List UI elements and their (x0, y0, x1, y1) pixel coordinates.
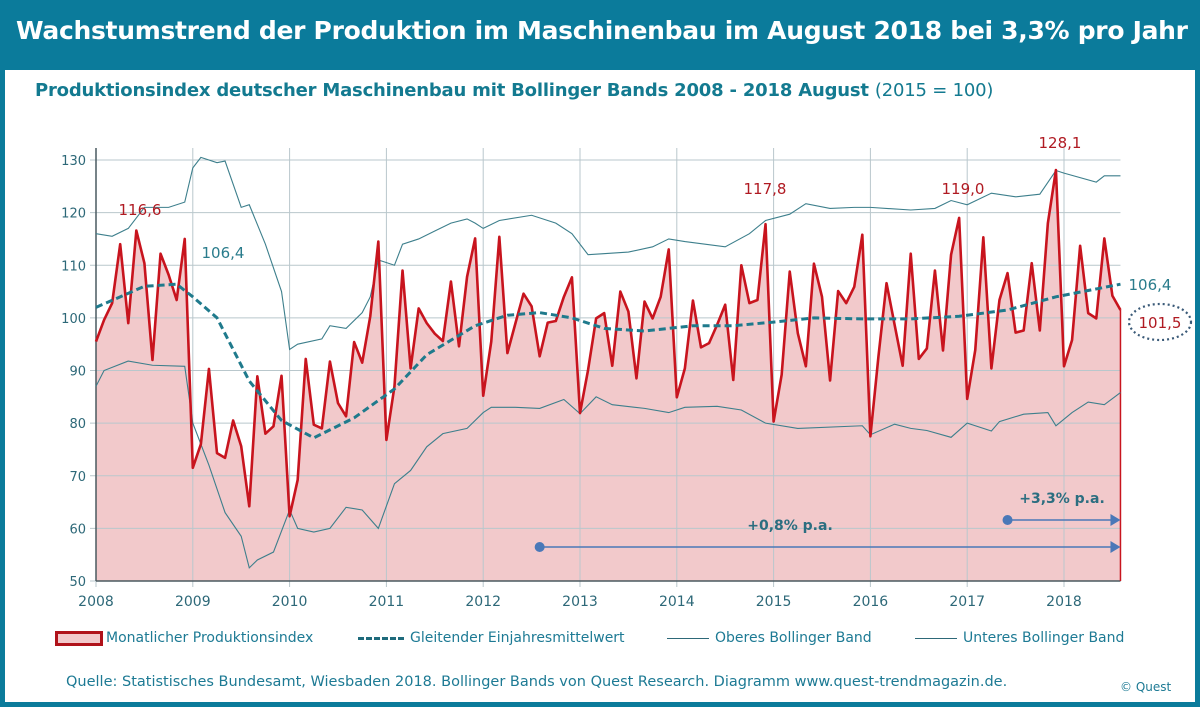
x-tick-label: 2017 (949, 594, 985, 610)
data-label: 116,6 (119, 201, 162, 219)
trend-label: +0,8% p.a. (747, 518, 833, 534)
y-tick-label: 70 (69, 470, 86, 485)
legend-item-moving-average: Gleitender Einjahresmittelwert (358, 630, 625, 646)
x-tick-label: 2008 (78, 594, 114, 610)
data-label: 106,4 (202, 244, 245, 262)
trend-label: +3,3% p.a. (1019, 491, 1105, 507)
y-tick-label: 50 (69, 575, 86, 590)
x-tick-label: 2014 (659, 594, 695, 610)
trend-arrowhead-icon (1110, 514, 1121, 526)
y-tick-label: 120 (61, 207, 86, 222)
data-label: 117,8 (744, 180, 787, 198)
highlight-circle (1127, 302, 1193, 342)
trend-arrowhead-icon (1110, 541, 1121, 553)
y-tick-label: 110 (61, 259, 86, 274)
y-tick-label: 90 (69, 365, 86, 380)
copyright: © Quest (1120, 680, 1172, 694)
legend-label-upper-band: Oberes Bollinger Band (715, 630, 872, 646)
x-tick-label: 2016 (853, 594, 889, 610)
y-tick-label: 80 (69, 417, 86, 432)
legend-item-upper-band: Oberes Bollinger Band (667, 630, 872, 646)
y-tick-label: 60 (69, 522, 86, 537)
x-tick-label: 2011 (369, 594, 405, 610)
x-tick-label: 2018 (1046, 594, 1082, 610)
trend-start-dot (534, 542, 545, 552)
legend-label-moving-average: Gleitender Einjahresmittelwert (410, 630, 625, 646)
legend-label-index: Monatlicher Produktionsindex (106, 630, 314, 646)
source-note: Quelle: Statistisches Bundesamt, Wiesbad… (66, 674, 1008, 690)
page-title: Wachstumstrend der Produktion im Maschin… (16, 16, 1188, 45)
legend-item-index: Monatlicher Produktionsindex (55, 630, 313, 646)
y-tick-label: 100 (61, 312, 86, 327)
moving-average-line (95, 282, 1121, 440)
x-tick-label: 2015 (756, 594, 792, 610)
x-tick-label: 2009 (175, 594, 211, 610)
lower-bollinger-band (95, 360, 1121, 569)
y-tick-label: 130 (61, 154, 86, 169)
legend-item-lower-band: Unteres Bollinger Band (915, 630, 1124, 646)
chart-subtitle: Produktionsindex deutscher Maschinenbau … (35, 80, 993, 101)
data-label: 101,5 (1139, 314, 1182, 332)
index-area-fill (96, 169, 1121, 581)
index-line (94, 168, 1122, 518)
subtitle-base: (2015 = 100) (874, 80, 994, 101)
legend-swatch-lower-band (915, 637, 957, 639)
subtitle-text: Produktionsindex deutscher Maschinenbau … (35, 80, 869, 101)
x-tick-label: 2012 (465, 594, 501, 610)
x-tick-label: 2013 (562, 594, 598, 610)
legend-label-lower-band: Unteres Bollinger Band (963, 630, 1125, 646)
legend-swatch-moving-average (358, 636, 404, 640)
x-tick-label: 2010 (272, 594, 308, 610)
data-label: 128,1 (1039, 134, 1082, 152)
legend-swatch-upper-band (667, 637, 709, 639)
trend-start-dot (1002, 515, 1013, 525)
data-label: 106,4 (1129, 276, 1172, 294)
upper-bollinger-band (95, 156, 1121, 351)
legend-swatch-index (55, 630, 103, 646)
data-label: 119,0 (942, 180, 985, 198)
